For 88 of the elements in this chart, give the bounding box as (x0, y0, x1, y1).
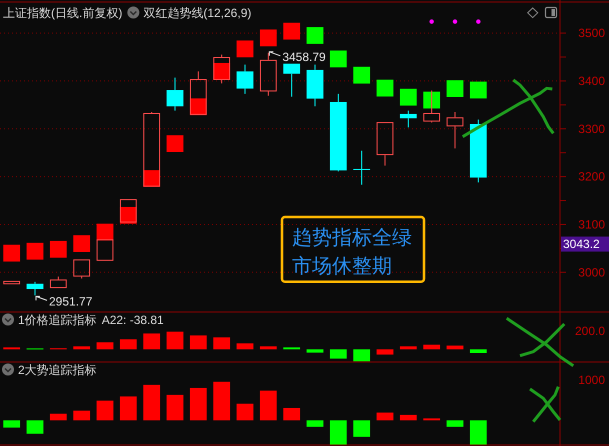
bar (353, 420, 370, 437)
point (166, 135, 184, 152)
point (476, 19, 481, 24)
y-tick-label: 3300 (578, 122, 606, 136)
candlestick (236, 64, 254, 94)
bar (213, 337, 230, 350)
point (260, 29, 277, 46)
bar (143, 333, 160, 350)
candlestick (470, 119, 487, 183)
bar (236, 404, 254, 420)
bar (306, 349, 324, 353)
annotation: 2951.77 (49, 294, 93, 308)
bar (120, 396, 137, 420)
y-tick-label: 3400 (578, 74, 606, 88)
point (306, 27, 324, 44)
candlestick (50, 276, 67, 288)
candlestick (330, 93, 347, 172)
bar (96, 342, 114, 350)
chart-title: 1价格追踪指标 (18, 313, 97, 327)
bar (330, 420, 347, 445)
bar (353, 349, 370, 362)
candlestick (283, 64, 300, 98)
chart-subtitle: 双红趋势线(12,26,9) (143, 6, 252, 20)
bar (190, 388, 207, 420)
point (446, 80, 464, 97)
candlestick (446, 112, 464, 149)
bar (50, 414, 67, 420)
point (236, 40, 254, 58)
text: 200.0 (574, 324, 606, 338)
bar (283, 408, 300, 420)
chart-title: 2大势追踪指标 (18, 363, 97, 377)
point (50, 240, 67, 258)
point (423, 92, 440, 108)
bar (166, 394, 184, 420)
bar (120, 339, 137, 350)
bar (423, 344, 440, 350)
point (330, 50, 347, 68)
candlestick (166, 77, 184, 112)
bar (96, 400, 114, 420)
point (452, 19, 458, 24)
candlestick (376, 122, 394, 166)
bar (470, 349, 487, 353)
point (353, 66, 370, 84)
y-tick-label: 3000 (578, 265, 606, 280)
bar (400, 414, 417, 420)
point (283, 22, 300, 40)
bar (470, 420, 487, 445)
bar (376, 412, 394, 420)
bar (260, 346, 277, 350)
point (400, 88, 417, 106)
point (3, 244, 20, 262)
bar (213, 382, 230, 420)
annotation: 趋势指标全绿市场休整期 (292, 227, 412, 278)
point (429, 19, 434, 24)
bar (190, 335, 207, 350)
point (26, 242, 44, 260)
bar (3, 420, 20, 428)
point (376, 80, 394, 97)
text: 3043.2 (563, 237, 600, 252)
candlestick (400, 110, 417, 128)
bar (236, 343, 254, 350)
bar (73, 410, 90, 420)
chart-title: 上证指数(日线.前复权) (3, 6, 122, 20)
candlestick (423, 90, 440, 124)
bar (376, 349, 394, 355)
annotation: 3458.79 (282, 50, 326, 64)
bar (330, 349, 347, 359)
candlestick (353, 150, 370, 186)
bar (446, 420, 464, 427)
bar (143, 384, 160, 420)
candlestick (73, 259, 90, 280)
point (470, 82, 487, 98)
bar (166, 332, 184, 350)
bar (400, 346, 417, 350)
bar (446, 346, 464, 350)
y-tick-label: 3100 (578, 217, 606, 232)
candlestick (306, 64, 324, 107)
bar (26, 420, 44, 434)
bar (73, 346, 90, 350)
candlestick (26, 281, 44, 296)
point (73, 235, 90, 252)
bar (306, 420, 324, 427)
y-tick-label: 3500 (578, 26, 606, 40)
point (96, 224, 114, 241)
chart-subtitle: A22: -38.81 (102, 313, 164, 327)
bar (260, 390, 277, 420)
y-tick-label: 3200 (578, 170, 606, 184)
text: 1000 (578, 373, 606, 387)
